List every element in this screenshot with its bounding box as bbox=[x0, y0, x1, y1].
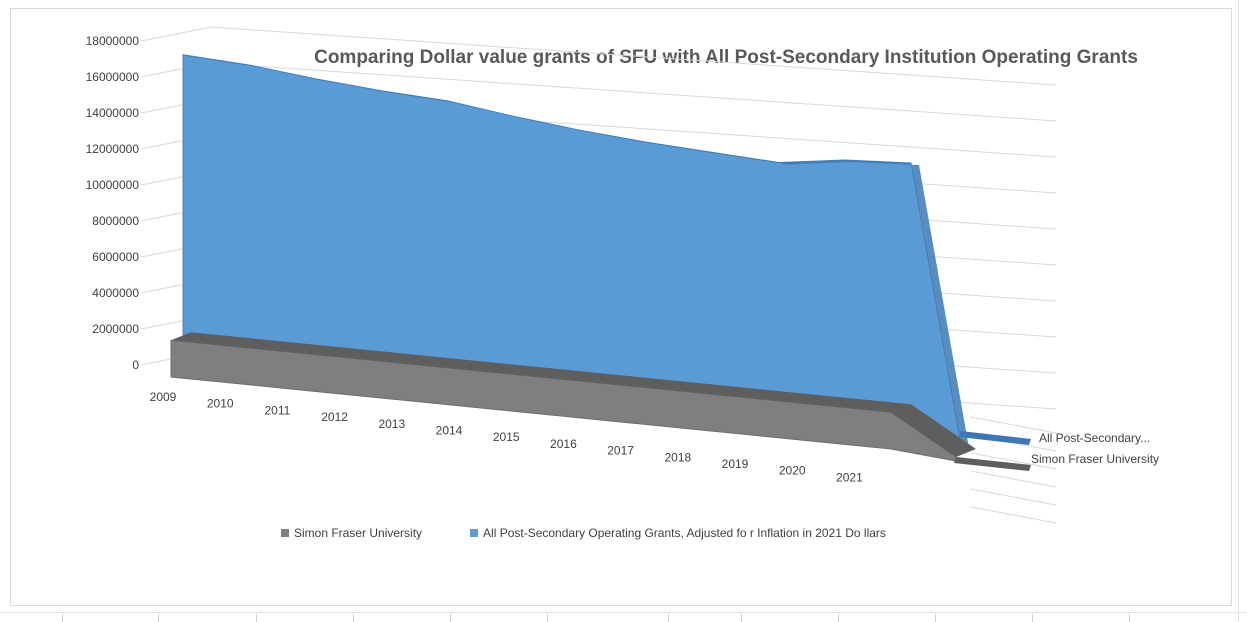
sheet-tick bbox=[450, 614, 451, 622]
sheet-tick bbox=[935, 614, 936, 622]
y-tick-label: 0 bbox=[132, 358, 139, 372]
area-simon-fraser-university-tail bbox=[954, 457, 1031, 471]
legend-item-sfu: Simon Fraser University bbox=[281, 526, 422, 540]
sheet-tick bbox=[1032, 614, 1033, 622]
y-tick-label: 12000000 bbox=[86, 142, 140, 156]
x-tick-label: 2013 bbox=[378, 417, 405, 431]
sheet-tick bbox=[62, 614, 63, 622]
x-tick-label: 2020 bbox=[779, 464, 806, 478]
gridline-floor bbox=[970, 452, 1057, 470]
x-tick-label: 2018 bbox=[664, 450, 691, 464]
y-tick-label: 16000000 bbox=[86, 70, 140, 84]
depth-label-all-post-secondary: All Post-Secondary... bbox=[1039, 431, 1150, 445]
x-tick-label: 2011 bbox=[264, 403, 290, 417]
x-tick-label: 2016 bbox=[550, 437, 577, 451]
y-tick-label: 14000000 bbox=[86, 106, 140, 120]
sheet-tick bbox=[158, 614, 159, 622]
y-tick-label: 4000000 bbox=[92, 286, 139, 300]
gridline-floor bbox=[970, 416, 1057, 434]
sheet-tick bbox=[741, 614, 742, 622]
gridline-side bbox=[140, 26, 212, 42]
gridline-floor bbox=[970, 488, 1057, 506]
sheet-tick bbox=[1129, 614, 1130, 622]
sheet-tick bbox=[353, 614, 354, 622]
gridline-back bbox=[210, 62, 1057, 122]
y-tick-label: 10000000 bbox=[86, 178, 140, 192]
y-tick-label: 6000000 bbox=[92, 250, 139, 264]
chart-legend: Simon Fraser University All Post-Seconda… bbox=[281, 526, 934, 540]
chart-area[interactable]: Comparing Dollar value grants of SFU wit… bbox=[10, 8, 1232, 606]
area-simon-fraser-university-top bbox=[171, 332, 976, 457]
y-tick-label: 8000000 bbox=[92, 214, 139, 228]
legend-label-all-post-secondary: All Post-Secondary Operating Grants, Adj… bbox=[483, 526, 886, 540]
x-tick-label: 2021 bbox=[836, 470, 863, 484]
sheet-tick bbox=[547, 614, 548, 622]
x-tick-label: 2014 bbox=[436, 424, 463, 438]
area-all-post-secondary-tail bbox=[959, 431, 1031, 445]
gridline-back bbox=[210, 26, 1057, 86]
legend-label-sfu: Simon Fraser University bbox=[294, 526, 423, 540]
sheet-gridline bbox=[0, 612, 1247, 613]
depth-label-simon-fraser-university: Simon Fraser University bbox=[1031, 452, 1159, 466]
gridline-floor bbox=[970, 470, 1057, 488]
sheet-tick bbox=[256, 614, 257, 622]
gridline-floor bbox=[970, 506, 1057, 524]
y-tick-label: 2000000 bbox=[92, 322, 139, 336]
x-tick-label: 2012 bbox=[321, 410, 348, 424]
chart-title: Comparing Dollar value grants of SFU wit… bbox=[314, 47, 1138, 68]
legend-swatch-all-post-secondary bbox=[470, 529, 479, 537]
legend-item-all-post-secondary: All Post-Secondary Operating Grants, Adj… bbox=[470, 526, 886, 540]
sheet-tick bbox=[838, 614, 839, 622]
x-tick-label: 2015 bbox=[493, 430, 520, 444]
chart-plot: 18000000 16000000 14000000 12000000 10000000… bbox=[86, 26, 1159, 524]
x-tick-label: 2017 bbox=[607, 444, 634, 458]
x-tick-label: 2010 bbox=[207, 397, 234, 411]
sheet-tick bbox=[668, 614, 669, 622]
x-tick-label: 2009 bbox=[150, 390, 177, 404]
sheet-gridline bbox=[1238, 0, 1239, 622]
legend-swatch-sfu bbox=[281, 529, 289, 537]
x-tick-label: 2019 bbox=[722, 457, 749, 471]
y-tick-label: 18000000 bbox=[86, 34, 140, 48]
